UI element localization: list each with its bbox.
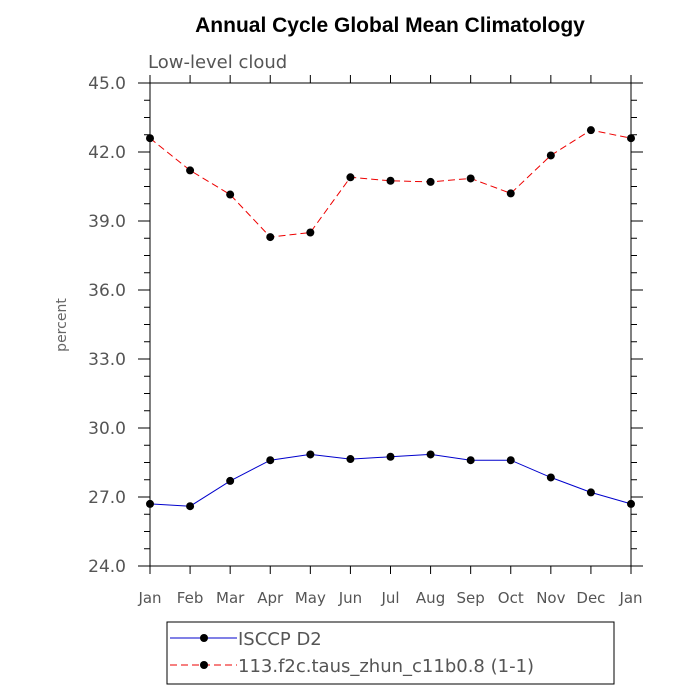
x-tick-label: Nov: [536, 589, 565, 607]
x-tick-label: Sep: [457, 589, 485, 607]
chart-subtitle: Low-level cloud: [148, 52, 287, 73]
series-0-point: [386, 452, 395, 461]
x-tick-label: Oct: [498, 589, 524, 607]
y-axis-label: percent: [54, 298, 70, 352]
x-tick-labels: Jan Feb Mar Apr May Jun Jul Aug Sep Oct Nov Dec Jan: [137, 589, 642, 607]
legend-label-isccp: ISCCP D2: [238, 629, 322, 650]
series-1-point: [226, 190, 235, 199]
y-tick-label: 30.0: [88, 419, 126, 439]
x-tick-label: Dec: [576, 589, 605, 607]
minor-ticks: [144, 82, 637, 567]
legend-marker-model: [200, 661, 208, 669]
y-tick-label: 33.0: [88, 350, 126, 370]
x-tick-label: Apr: [257, 589, 284, 607]
y-tick-label: 24.0: [88, 557, 126, 577]
series-line-0: [149, 453, 632, 507]
y-tick-label: 36.0: [88, 281, 126, 301]
series-1-point: [346, 173, 355, 182]
x-tick-label: Mar: [216, 589, 245, 607]
series-0-point: [586, 488, 595, 497]
series-layer: [146, 126, 635, 511]
series-0-point: [546, 473, 555, 482]
series-1-point: [506, 189, 515, 198]
series-0-point: [346, 455, 355, 464]
series-1-point: [426, 177, 435, 186]
series-0-point: [466, 456, 475, 465]
series-0-point: [266, 456, 275, 465]
chart-title: Annual Cycle Global Mean Climatology: [195, 14, 585, 37]
x-tick-label: Aug: [416, 589, 445, 607]
x-tick-label: Jan: [618, 589, 642, 607]
series-0-point: [506, 456, 515, 465]
series-0-point: [426, 450, 435, 459]
legend-label-model: 113.f2c.taus_zhun_c11b0.8 (1-1): [238, 656, 534, 677]
x-tick-label: Jul: [380, 589, 399, 607]
series-1-point: [546, 151, 555, 160]
x-tick-label: May: [295, 589, 326, 607]
x-tick-label: Jan: [137, 589, 161, 607]
legend: ISCCP D2 113.f2c.taus_zhun_c11b0.8 (1-1): [166, 621, 615, 685]
series-1-point: [586, 126, 595, 135]
y-tick-label: 45.0: [88, 74, 126, 94]
series-1-point: [386, 176, 395, 185]
series-1-point: [186, 166, 195, 175]
legend-marker-isccp: [200, 634, 208, 642]
major-ticks: [138, 75, 643, 574]
x-tick-label: Jun: [338, 589, 362, 607]
series-1-point: [466, 174, 475, 183]
y-tick-labels: 24.0 27.0 30.0 33.0 36.0 39.0 42.0 45.0: [88, 74, 126, 577]
y-tick-label: 42.0: [88, 143, 126, 163]
series-1-point: [266, 233, 275, 242]
series-1-point: [306, 228, 315, 237]
y-tick-label: 39.0: [88, 212, 126, 232]
series-0-point: [306, 450, 315, 459]
legend-box: [166, 621, 615, 685]
y-tick-label: 27.0: [88, 488, 126, 508]
series-0-point: [226, 476, 235, 485]
x-tick-label: Feb: [177, 589, 204, 607]
plot-frame: [149, 82, 632, 567]
series-0-point: [186, 502, 195, 511]
